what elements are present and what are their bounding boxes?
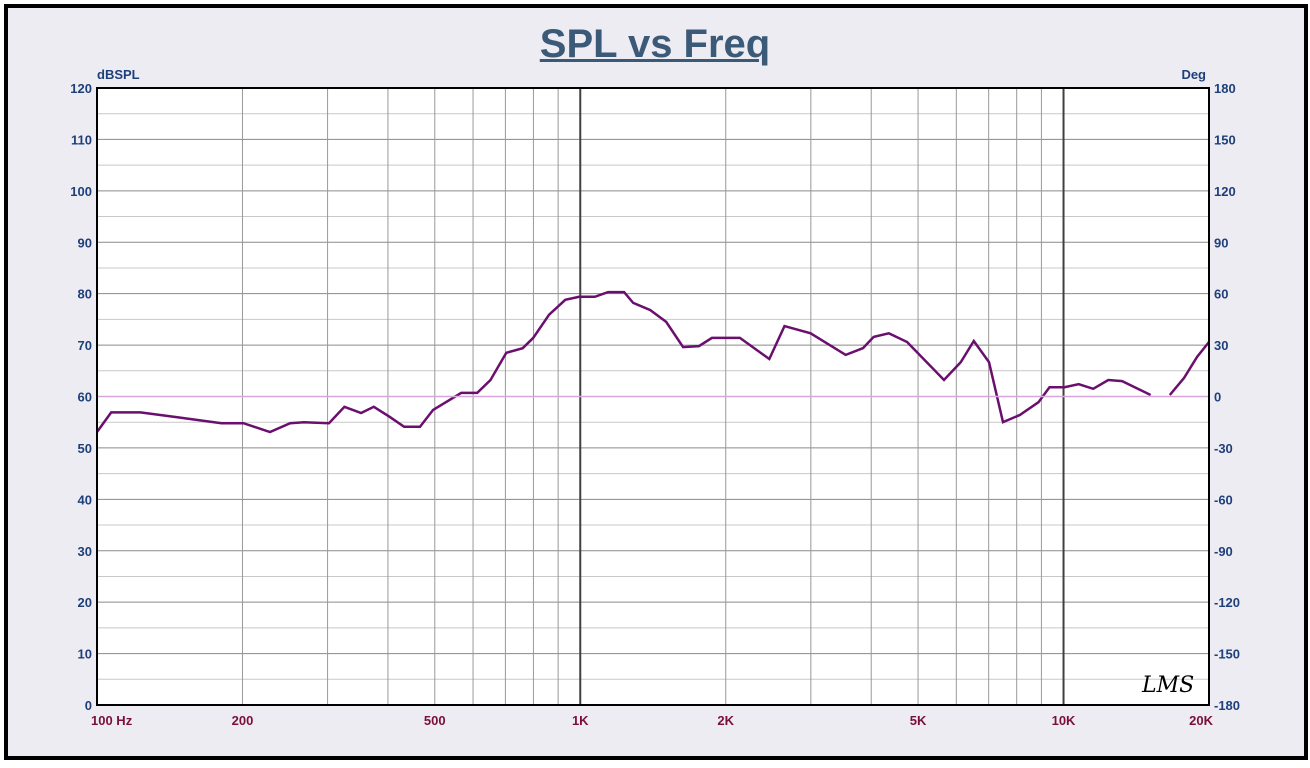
x-tick-label: 200	[232, 713, 254, 728]
y-tick-label: 60	[78, 390, 92, 405]
y-tick-label: 50	[78, 441, 92, 456]
plot-border	[96, 87, 1210, 706]
y2-tick-label: -30	[1214, 441, 1233, 456]
y-tick-label: 110	[71, 132, 92, 147]
x-tick-label: 2K	[717, 713, 734, 728]
y2-tick-label: -180	[1214, 698, 1240, 713]
x-tick-label: 5K	[910, 713, 927, 728]
y2-tick-label: 90	[1214, 235, 1228, 250]
x-tick-label: 20K	[1189, 713, 1213, 728]
lms-signature: LMS	[1141, 673, 1194, 698]
y2-tick-label: 120	[1214, 184, 1236, 199]
y2-tick-label: 30	[1214, 338, 1228, 353]
y-tick-label: 90	[78, 235, 92, 250]
y2-tick-label: 180	[1214, 81, 1236, 96]
y2-tick-label: 60	[1214, 287, 1228, 302]
series-spl-line	[1168, 341, 1210, 396]
y2-tick-label: 0	[1214, 390, 1221, 405]
y-tick-label: 40	[78, 492, 92, 507]
y-axis-label: dBSPL	[97, 67, 140, 82]
y2-tick-label: -150	[1214, 647, 1240, 662]
x-tick-label: 500	[424, 713, 446, 728]
y-tick-label: 120	[70, 81, 92, 96]
y2-axis-label: Deg	[1181, 67, 1206, 82]
series-spl-line	[95, 290, 1152, 434]
y-tick-label: 100	[70, 184, 92, 199]
y-tick-label: 10	[78, 647, 92, 662]
y-tick-label: 0	[85, 698, 92, 713]
y-tick-label: 30	[78, 544, 92, 559]
y-tick-label: 70	[78, 338, 92, 353]
y2-tick-label: 150	[1214, 132, 1236, 147]
y2-tick-label: -60	[1214, 492, 1233, 507]
y2-tick-label: -120	[1214, 595, 1240, 610]
y-tick-label: 20	[78, 595, 92, 610]
x-tick-label: 100 Hz	[91, 713, 133, 728]
chart-title: SPL vs Freq	[539, 22, 771, 66]
x-tick-label: 10K	[1052, 713, 1076, 728]
y-tick-label: 80	[78, 287, 92, 302]
x-tick-label: 1K	[572, 713, 589, 728]
y2-tick-label: -90	[1214, 544, 1233, 559]
